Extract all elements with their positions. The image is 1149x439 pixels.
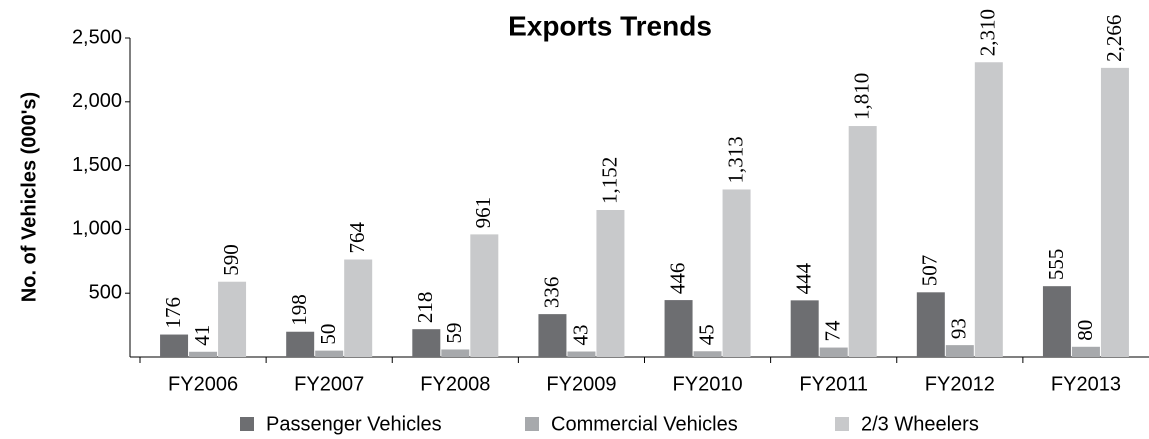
value-label: 961	[471, 197, 495, 229]
y-tick-label: 2,500	[72, 26, 122, 48]
bar	[1100, 67, 1129, 357]
bar	[538, 314, 567, 357]
value-label: 41	[190, 325, 214, 346]
value-label: 1,810	[850, 73, 874, 120]
value-label: 59	[442, 322, 466, 343]
legend-swatch	[835, 417, 849, 431]
value-label: 590	[219, 244, 243, 276]
y-axis-label: No. of Vehicles (000's)	[18, 92, 40, 302]
legend-label: Passenger Vehicles	[266, 413, 442, 435]
bar	[848, 126, 877, 357]
bar	[974, 62, 1003, 358]
y-tick-label: 2,000	[72, 90, 122, 112]
value-label: 218	[413, 292, 437, 324]
bar	[790, 300, 819, 357]
bar	[218, 281, 247, 357]
x-tick-label: FY2006	[168, 373, 238, 395]
bar	[470, 234, 499, 357]
legend-swatch	[525, 417, 539, 431]
value-label: 555	[1044, 249, 1068, 281]
x-tick-label: FY2008	[420, 373, 490, 395]
bar	[412, 329, 441, 357]
bar	[189, 351, 218, 357]
bar	[693, 351, 722, 357]
bar	[664, 300, 693, 357]
value-label: 74	[821, 320, 845, 342]
legend-label: 2/3 Wheelers	[861, 413, 979, 435]
y-tick-label: 1,000	[72, 218, 122, 240]
x-tick-label: FY2009	[546, 373, 616, 395]
x-tick-label: FY2010	[673, 373, 743, 395]
value-label: 93	[947, 318, 971, 339]
bar	[567, 351, 596, 357]
value-label: 50	[316, 324, 340, 345]
value-label: 43	[568, 325, 592, 346]
x-tick-label: FY2013	[1051, 373, 1121, 395]
value-label: 336	[539, 277, 563, 309]
x-tick-label: FY2011	[799, 373, 868, 395]
bar	[596, 210, 625, 357]
value-label: 764	[345, 222, 369, 254]
value-label: 1,152	[597, 157, 621, 204]
y-tick-label: 500	[89, 281, 122, 303]
value-label: 507	[918, 255, 942, 287]
value-label: 45	[694, 324, 718, 345]
x-tick-label: FY2007	[294, 373, 364, 395]
bar	[945, 345, 974, 357]
bar	[1042, 286, 1071, 357]
value-label: 176	[161, 297, 185, 329]
bar	[1071, 346, 1100, 357]
legend-label: Commercial Vehicles	[551, 413, 738, 435]
value-label: 198	[287, 294, 311, 326]
bar	[286, 331, 315, 357]
bar	[441, 349, 470, 357]
bar	[315, 350, 344, 357]
bar	[916, 292, 945, 357]
value-label: 446	[665, 263, 689, 295]
value-label: 444	[792, 262, 816, 294]
chart-title: Exports Trends	[508, 10, 712, 41]
value-label: 1,313	[723, 136, 747, 183]
value-label: 2,266	[1102, 15, 1126, 62]
x-tick-label: FY2012	[925, 373, 995, 395]
bar	[344, 259, 373, 357]
legend-swatch	[240, 417, 254, 431]
bar	[819, 347, 848, 357]
bar	[722, 189, 751, 357]
bar	[160, 334, 189, 357]
y-tick-label: 1,500	[72, 154, 122, 176]
value-label: 80	[1073, 320, 1097, 341]
value-label: 2,310	[976, 9, 1000, 56]
